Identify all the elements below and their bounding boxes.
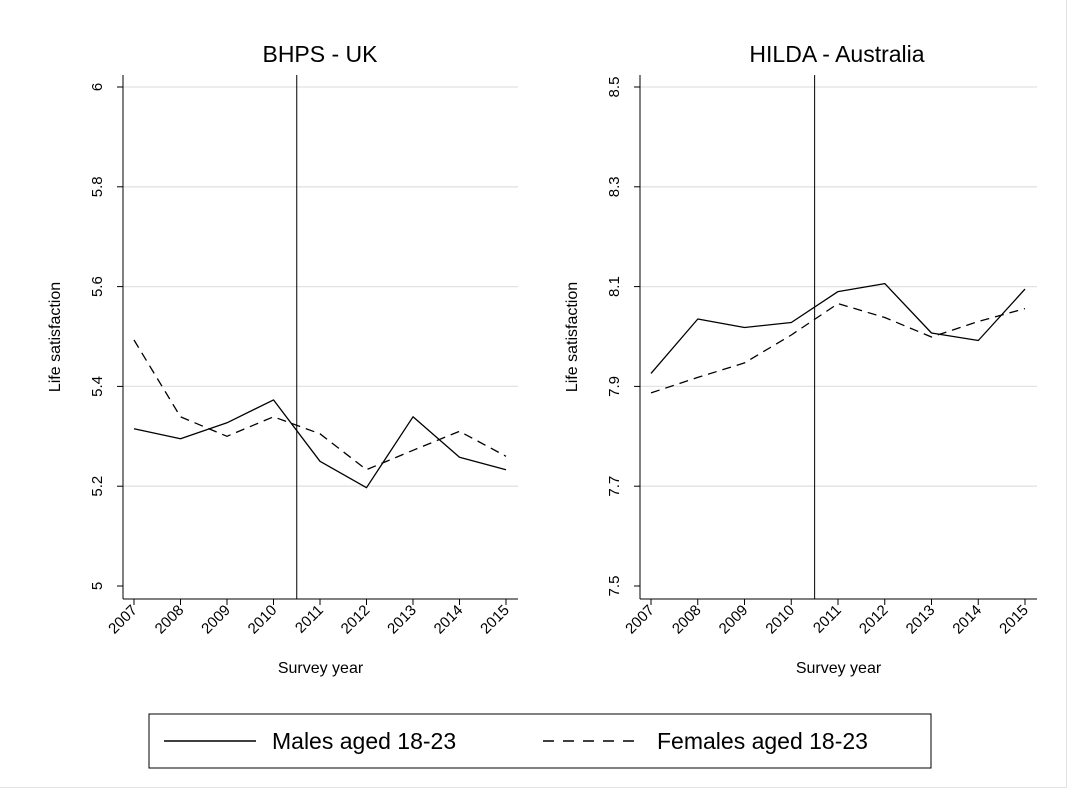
series-line-males xyxy=(650,282,1026,374)
legend-label-females: Females aged 18-23 xyxy=(657,728,868,754)
panel-title: BHPS - UK xyxy=(262,41,378,67)
panel-title: HILDA - Australia xyxy=(749,41,924,67)
x-tick-label: 2012 xyxy=(856,602,892,638)
legend-box xyxy=(148,713,932,769)
y-axis-label: Life satisfaction xyxy=(47,282,64,392)
y-axis-label: Life satisfaction xyxy=(564,282,581,392)
series-line-females xyxy=(650,302,1026,394)
x-tick-label: 2013 xyxy=(384,602,420,638)
panel-bhps-uk: 5 5.2 5.4 5.6 5.8 6 2007 2008 2009 2010 2011 2012 20… xyxy=(47,41,518,677)
series-line-females xyxy=(133,339,507,471)
x-axis-label: Survey year xyxy=(278,660,364,677)
x-tick-label: 2014 xyxy=(949,602,985,638)
y-tick-label: 5.2 xyxy=(89,476,106,497)
y-tick-label: 5.6 xyxy=(89,276,106,297)
y-tick-label: 8.5 xyxy=(606,77,623,98)
x-tick-label: 2009 xyxy=(716,602,752,638)
series-line-males xyxy=(133,399,507,489)
x-tick-label: 2010 xyxy=(762,602,798,638)
x-tick-label: 2013 xyxy=(903,602,939,638)
y-tick-label: 8.3 xyxy=(606,176,623,197)
y-tick-label: 5.4 xyxy=(89,376,106,397)
y-tick-label: 7.5 xyxy=(606,576,623,597)
legend-label-males: Males aged 18-23 xyxy=(272,728,456,754)
x-tick-label: 2009 xyxy=(198,602,234,638)
x-tick-label: 2012 xyxy=(338,602,374,638)
x-tick-label: 2008 xyxy=(152,602,188,638)
y-tick-label: 7.9 xyxy=(606,376,623,397)
x-tick-label: 2007 xyxy=(622,602,658,638)
x-tick-label: 2007 xyxy=(105,602,141,638)
x-tick-label: 2015 xyxy=(996,602,1032,638)
y-tick-label: 7.7 xyxy=(606,476,623,497)
x-tick-label: 2008 xyxy=(669,602,705,638)
y-tick-label: 5 xyxy=(89,582,106,590)
x-tick-label: 2010 xyxy=(245,602,281,638)
x-tick-label: 2011 xyxy=(810,602,845,637)
x-tick-label: 2015 xyxy=(477,602,513,638)
y-tick-label: 8.1 xyxy=(606,276,623,297)
y-tick-label: 6 xyxy=(89,83,106,91)
x-tick-label: 2014 xyxy=(431,602,467,638)
y-tick-label: 5.8 xyxy=(89,176,106,197)
x-tick-label: 2011 xyxy=(292,602,327,637)
legend: Males aged 18-23 Females aged 18-23 xyxy=(148,713,932,769)
x-axis-label: Survey year xyxy=(796,660,882,677)
panel-hilda-australia: 7.5 7.7 7.9 8.1 8.3 8.5 2007 2008 2009 2010 2011 20… xyxy=(564,41,1037,677)
